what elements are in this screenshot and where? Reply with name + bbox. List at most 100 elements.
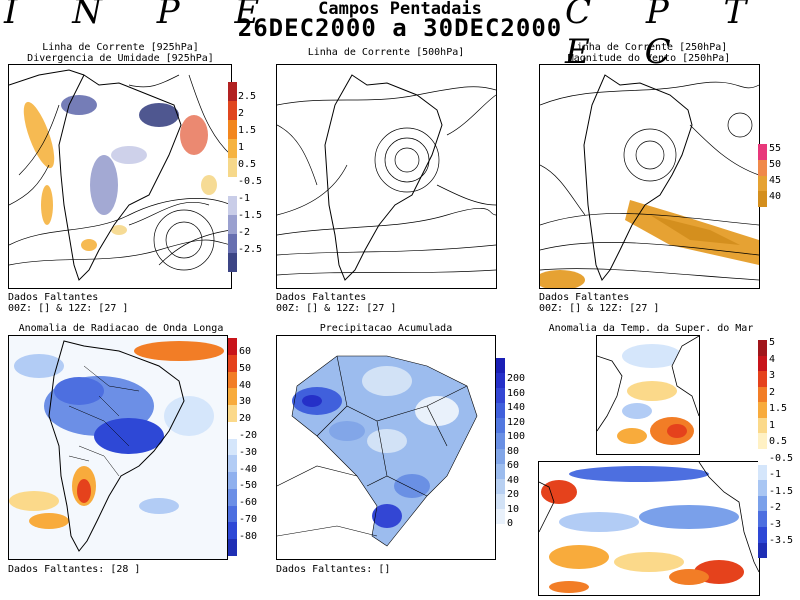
panel-precip-missing: Dados Faltantes: [] bbox=[276, 564, 391, 575]
panel-sst-title: Anomalia da Temp. da Super. do Mar bbox=[548, 323, 754, 334]
panel-500-title: Linha de Corrente [500hPa] bbox=[307, 47, 465, 58]
cbprecip-label: 120 bbox=[507, 416, 526, 428]
cbsst-label: 1 bbox=[769, 419, 776, 431]
cb250-label: 40 bbox=[769, 191, 782, 202]
country-borders bbox=[68, 365, 140, 477]
panel-precip-colorbar bbox=[496, 358, 505, 525]
cb925-label: -1 bbox=[238, 193, 251, 204]
sst-pacific-shading bbox=[541, 466, 744, 593]
period-title: 26DEC2000 a 30DEC2000 bbox=[237, 14, 563, 42]
cbolr-label: -40 bbox=[239, 463, 258, 475]
panel-precip-colorbar-labels: 200 160 140 120 100 80 60 40 20 10 0 bbox=[507, 374, 547, 534]
panel-sst-colorbar-labels: 5 4 3 2 1.5 1 0.5 -0.5 -1 -1.5 -2 -3 -3.… bbox=[769, 338, 800, 553]
panel-olr-plot bbox=[9, 340, 224, 552]
cbsst-label: -1.5 bbox=[769, 485, 794, 497]
streamlines bbox=[9, 74, 231, 271]
cbsst-label: 0.5 bbox=[769, 436, 788, 447]
missing-label: Dados Faltantes bbox=[8, 292, 99, 303]
cbprecip-label: 0 bbox=[507, 518, 514, 529]
cbprecip-label: 100 bbox=[507, 431, 526, 442]
panel-250-missing: Dados Faltantes 00Z: [] & 12Z: [27 ] bbox=[539, 292, 659, 314]
cbolr-label: -70 bbox=[239, 513, 258, 525]
cb925-label: 0.5 bbox=[238, 159, 257, 170]
sst-atlantic-shading bbox=[617, 344, 694, 445]
panel-250-title: Linha de Corrente [250hPa] Magnitude do … bbox=[538, 42, 760, 64]
brazil-precip-shading bbox=[292, 356, 477, 546]
panel-olr-colorbar-labels: 60 50 40 30 20 -20 -30 -40 -50 -60 -70 -… bbox=[239, 347, 273, 549]
wind-magnitude-shading bbox=[540, 200, 759, 288]
missing-values: 00Z: [] & 12Z: [27 ] bbox=[8, 303, 129, 314]
cbolr-label: -60 bbox=[239, 497, 258, 509]
missing-label: Dados Faltantes bbox=[276, 292, 367, 303]
panel-925-missing: Dados Faltantes 00Z: [] & 12Z: [27 ] bbox=[8, 292, 128, 314]
panel-250-title-line1: Linha de Corrente [250hPa] bbox=[570, 42, 728, 53]
cb925-label: 1 bbox=[238, 142, 245, 153]
cbsst-label: 2 bbox=[769, 386, 776, 398]
panel-250-colorbar bbox=[758, 144, 767, 207]
panel-sst-atlantic-map[interactable] bbox=[596, 335, 700, 455]
panel-500-missing: Dados Faltantes 00Z: [] & 12Z: [27 ] bbox=[276, 292, 396, 314]
cb925-label: -2.5 bbox=[238, 244, 263, 255]
panel-precip-title: Precipitacao Acumulada bbox=[319, 323, 453, 334]
cb925-label: -0.5 bbox=[238, 176, 263, 187]
missing-values: 00Z: [] & 12Z: [27 ] bbox=[276, 303, 397, 314]
divergence-shading bbox=[23, 95, 217, 251]
cbsst-label: 5 bbox=[769, 337, 776, 348]
cb925-label: -2 bbox=[238, 227, 251, 238]
cbolr-label: -30 bbox=[239, 446, 258, 458]
cbprecip-label: 40 bbox=[507, 474, 520, 486]
cbsst-label: -3 bbox=[769, 518, 782, 530]
panel-sst-pacific-map[interactable] bbox=[538, 461, 760, 596]
panel-250-title-line2: Magnitude do Vento [250hPa] bbox=[567, 53, 731, 64]
cbolr-label: 60 bbox=[239, 346, 252, 357]
page-title: Campos Pentadais bbox=[318, 0, 482, 19]
panel-925-title: Linha de Corrente [925hPa] Divergencia d… bbox=[8, 42, 233, 64]
cbprecip-label: 20 bbox=[507, 489, 520, 500]
cbsst-label: -3.5 bbox=[769, 535, 794, 546]
panel-925-plot bbox=[9, 69, 231, 281]
cbolr-label: 40 bbox=[239, 379, 252, 391]
panel-sst-atlantic-plot bbox=[597, 336, 699, 445]
streamlines bbox=[540, 81, 759, 281]
cbolr-label: -80 bbox=[239, 530, 258, 542]
panel-precip-plot bbox=[277, 355, 478, 547]
panel-olr-map[interactable] bbox=[8, 335, 228, 560]
olr-shading bbox=[9, 341, 224, 529]
cbsst-label: 4 bbox=[769, 353, 776, 365]
panel-925-title-line1: Linha de Corrente [925hPa] bbox=[42, 42, 199, 53]
panel-250-map[interactable] bbox=[539, 64, 760, 289]
cbsst-label: -2 bbox=[769, 502, 782, 513]
panel-precip-map[interactable] bbox=[276, 335, 496, 560]
panel-sst-colorbar bbox=[758, 340, 767, 559]
cbprecip-label: 200 bbox=[507, 373, 526, 384]
cbsst-label: 1.5 bbox=[769, 403, 788, 414]
panel-250-colorbar-labels: 55 50 45 40 bbox=[769, 144, 799, 208]
cb925-label: 1.5 bbox=[238, 125, 257, 136]
cbolr-label: 50 bbox=[239, 362, 252, 374]
panel-925-map[interactable] bbox=[8, 64, 232, 289]
cbolr-label: 20 bbox=[239, 413, 252, 425]
cbolr-label: 30 bbox=[239, 396, 252, 408]
cbsst-label: 3 bbox=[769, 370, 776, 381]
panel-olr-missing: Dados Faltantes: [28 ] bbox=[8, 564, 141, 575]
cbolr-label: -50 bbox=[239, 480, 258, 492]
panel-sst-pacific-plot bbox=[539, 462, 759, 593]
cb925-label: 2.5 bbox=[238, 91, 257, 102]
cb250-label: 50 bbox=[769, 159, 782, 170]
cbsst-label: -0.5 bbox=[769, 452, 794, 464]
cbolr-label: -20 bbox=[239, 429, 258, 441]
cbprecip-label: 80 bbox=[507, 445, 520, 457]
panel-olr-title: Anomalia de Radiacao de Onda Longa bbox=[18, 323, 224, 334]
panel-925-title-line2: Divergencia de Umidade [925hPa] bbox=[27, 53, 214, 64]
streamlines bbox=[277, 86, 496, 276]
panel-925-colorbar-labels: 2.5 2 1.5 1 0.5 -0.5 -1 -1.5 -2 -2.5 bbox=[238, 92, 278, 262]
cb250-label: 55 bbox=[769, 143, 782, 154]
cbprecip-label: 140 bbox=[507, 402, 526, 413]
missing-values: 00Z: [] & 12Z: [27 ] bbox=[539, 303, 660, 314]
panel-250-plot bbox=[540, 74, 759, 288]
cb925-label: -1.5 bbox=[238, 210, 263, 221]
cbprecip-label: 160 bbox=[507, 387, 526, 399]
panel-500-map[interactable] bbox=[276, 64, 497, 289]
cbprecip-label: 10 bbox=[507, 503, 520, 515]
cbprecip-label: 60 bbox=[507, 460, 520, 471]
